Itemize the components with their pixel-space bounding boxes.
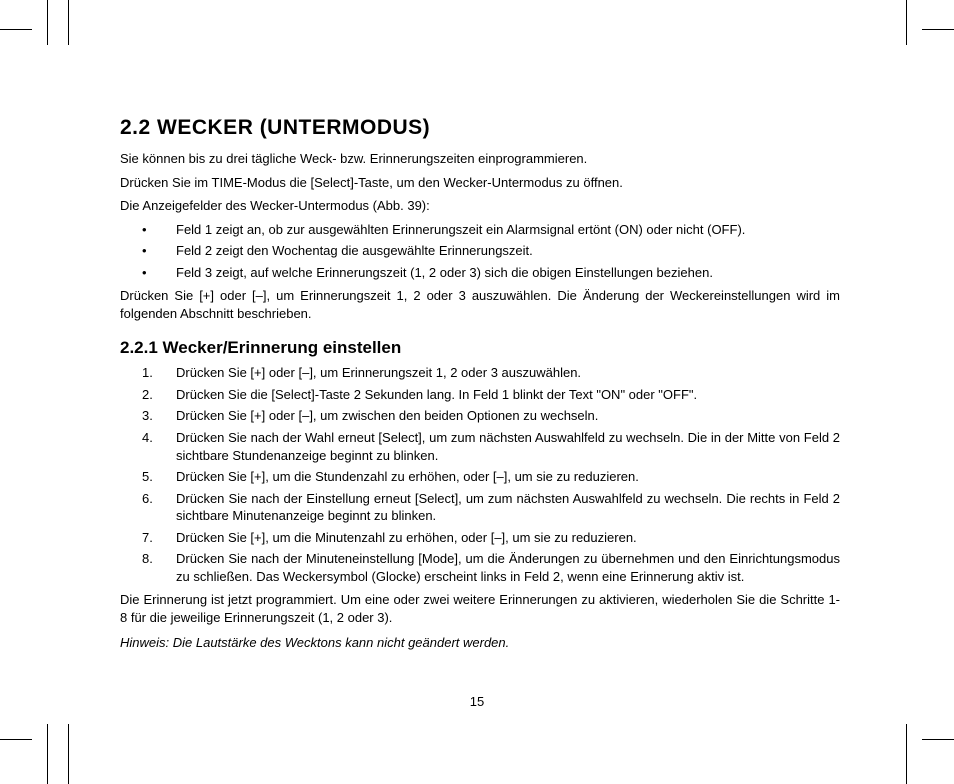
- page-content: 2.2 WECKER (UNTERMODUS) Sie können bis z…: [120, 116, 840, 660]
- paragraph: Drücken Sie [+] oder [–], um Erinnerungs…: [120, 287, 840, 322]
- intro-paragraph: Drücken Sie im TIME-Modus die [Select]-T…: [120, 174, 840, 192]
- step-item: Drücken Sie die [Select]-Taste 2 Sekunde…: [120, 386, 840, 404]
- crop-mark: [68, 724, 69, 784]
- list-item: Feld 2 zeigt den Wochentag die ausgewähl…: [120, 242, 840, 260]
- crop-mark: [922, 739, 954, 740]
- crop-mark: [0, 29, 32, 30]
- step-item: Drücken Sie [+] oder [–], um Erinnerungs…: [120, 364, 840, 382]
- step-item: Drücken Sie [+] oder [–], um zwischen de…: [120, 407, 840, 425]
- section-heading: 2.2 WECKER (UNTERMODUS): [120, 116, 840, 140]
- subsection-heading: 2.2.1 Wecker/Erinnerung einstellen: [120, 338, 840, 358]
- crop-mark: [922, 29, 954, 30]
- document-page: 2.2 WECKER (UNTERMODUS) Sie können bis z…: [0, 0, 954, 784]
- crop-mark: [68, 0, 69, 45]
- step-item: Drücken Sie nach der Wahl erneut [Select…: [120, 429, 840, 464]
- crop-mark: [47, 724, 48, 784]
- list-item: Feld 1 zeigt an, ob zur ausgewählten Eri…: [120, 221, 840, 239]
- crop-mark: [0, 739, 32, 740]
- closing-paragraph: Die Erinnerung ist jetzt programmiert. U…: [120, 591, 840, 626]
- crop-mark: [906, 724, 907, 784]
- intro-paragraph: Die Anzeigefelder des Wecker-Untermodus …: [120, 197, 840, 215]
- page-number: 15: [0, 694, 954, 709]
- step-item: Drücken Sie [+], um die Stundenzahl zu e…: [120, 468, 840, 486]
- field-description-list: Feld 1 zeigt an, ob zur ausgewählten Eri…: [120, 221, 840, 282]
- step-item: Drücken Sie nach der Minuteneinstellung …: [120, 550, 840, 585]
- instruction-steps: Drücken Sie [+] oder [–], um Erinnerungs…: [120, 364, 840, 585]
- note-text: Hinweis: Die Lautstärke des Wecktons kan…: [120, 634, 840, 652]
- step-item: Drücken Sie nach der Einstellung erneut …: [120, 490, 840, 525]
- list-item: Feld 3 zeigt, auf welche Erinnerungszeit…: [120, 264, 840, 282]
- crop-mark: [906, 0, 907, 45]
- step-item: Drücken Sie [+], um die Minutenzahl zu e…: [120, 529, 840, 547]
- intro-paragraph: Sie können bis zu drei tägliche Weck- bz…: [120, 150, 840, 168]
- crop-mark: [47, 0, 48, 45]
